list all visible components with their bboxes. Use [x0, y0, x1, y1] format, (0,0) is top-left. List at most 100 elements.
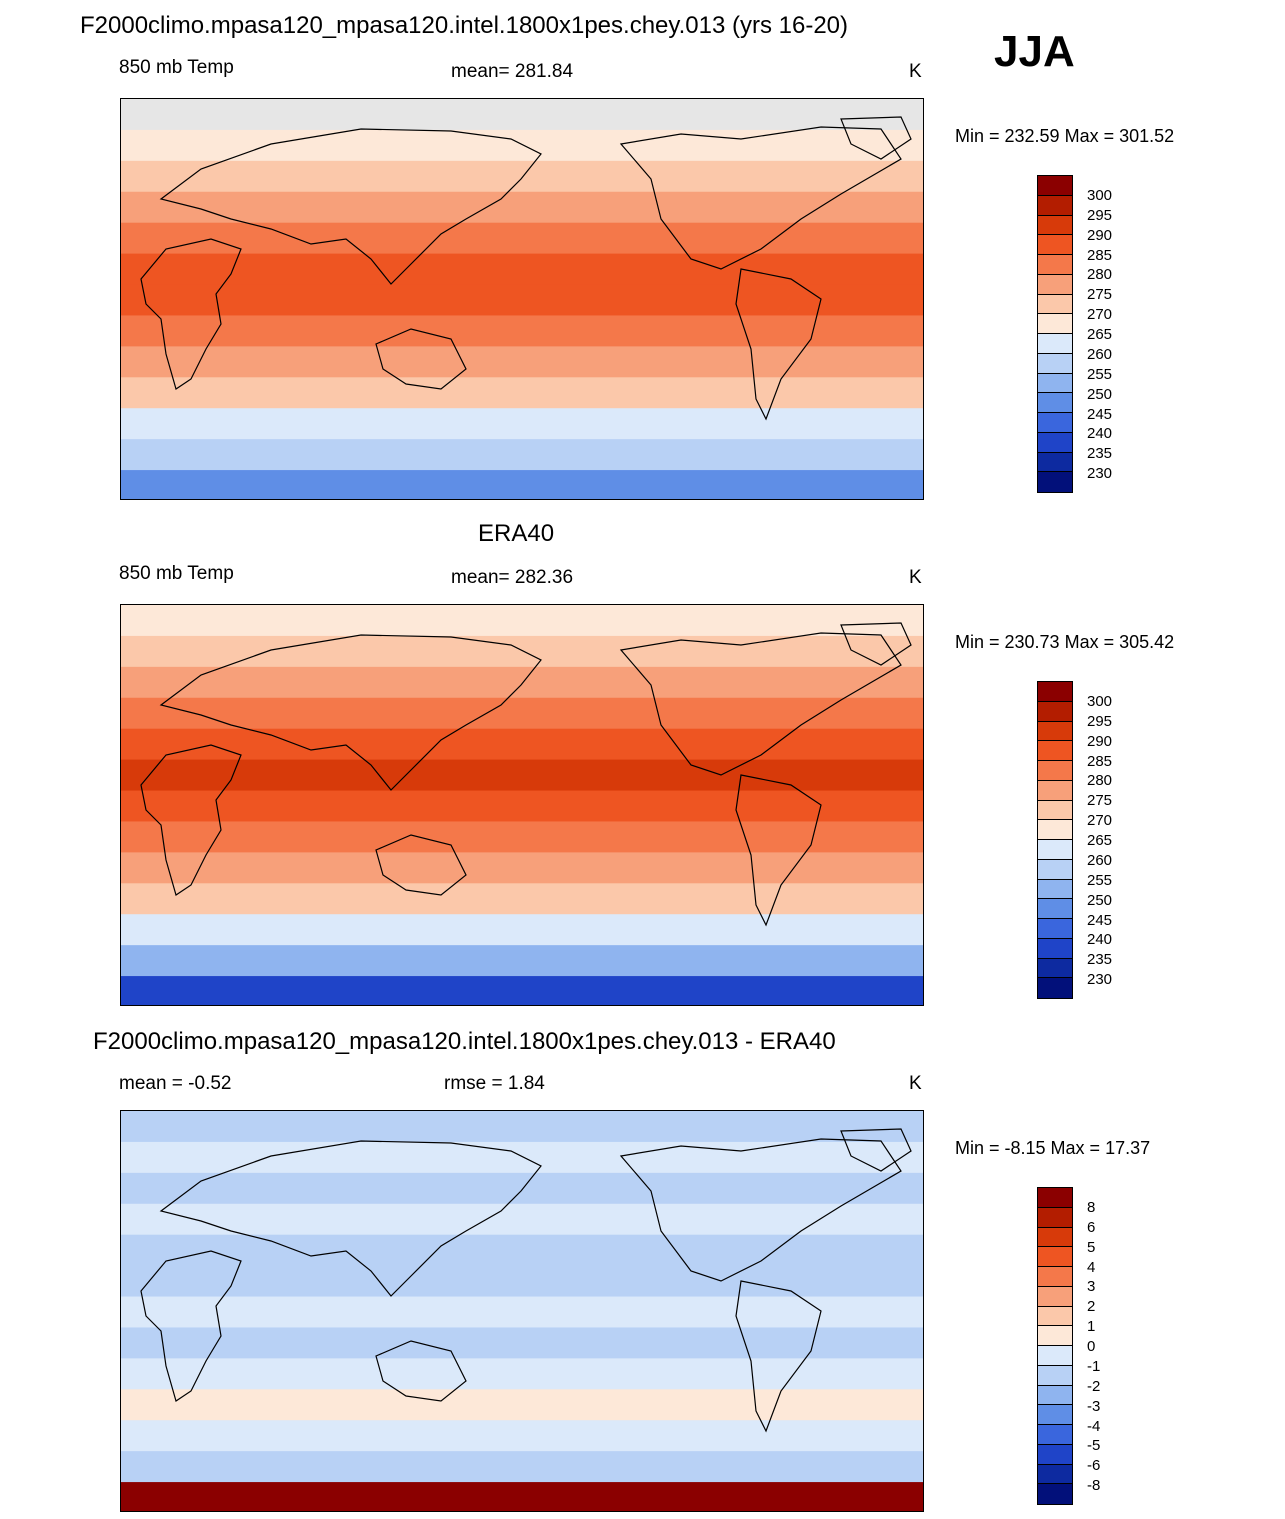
colorbar-label: 5: [1087, 1238, 1096, 1256]
map-field: [121, 99, 923, 499]
colorbar-cell: [1038, 195, 1072, 216]
panel-obs-minmax: Min = 230.73 Max = 305.42: [955, 632, 1175, 652]
field-band: [121, 852, 923, 885]
colorbar-cell: [1038, 255, 1072, 275]
panel-obs-colorbar: [1037, 681, 1073, 999]
coastline: [375, 328, 467, 390]
field-band: [121, 315, 923, 348]
field-band: [121, 914, 923, 947]
colorbar-label: 8: [1087, 1198, 1096, 1216]
coastline: [735, 774, 822, 927]
panel-diff-map: [120, 1110, 924, 1512]
coastline: [140, 744, 242, 896]
colorbar-label: 250: [1087, 385, 1113, 403]
panel-obs-units: K: [909, 567, 922, 588]
colorbar-label: 0: [1087, 1338, 1096, 1355]
colorbar-label: 275: [1087, 286, 1113, 304]
panel-model-left-label: 850 mb Temp: [119, 57, 234, 78]
colorbar-cell: [1038, 1247, 1072, 1267]
colorbar-cell: [1038, 1326, 1072, 1346]
coastline: [619, 632, 902, 776]
colorbar-cell: [1038, 859, 1072, 880]
colorbar-cell: [1038, 274, 1072, 295]
colorbar-cell: [1038, 780, 1072, 801]
field-band: [121, 284, 923, 317]
colorbar-cell: [1038, 1286, 1072, 1307]
panel-model-colorbar: [1037, 175, 1073, 493]
colorbar-label: 230: [1087, 971, 1113, 989]
colorbar-cell: [1038, 701, 1072, 722]
colorbar-label: -4: [1087, 1417, 1101, 1435]
colorbar-label: 265: [1087, 832, 1113, 849]
field-band: [121, 1451, 923, 1484]
colorbar-cell: [1038, 294, 1072, 315]
field-band: [121, 439, 923, 472]
colorbar-label: 290: [1087, 732, 1113, 750]
coastline: [840, 622, 912, 666]
field-band: [121, 1482, 923, 1511]
panel-model-map: [120, 98, 924, 500]
colorbar-label: 280: [1087, 266, 1113, 284]
colorbar-label: 255: [1087, 871, 1113, 889]
map-field: [121, 605, 923, 1005]
field-band: [121, 1327, 923, 1360]
colorbar-cell: [1038, 840, 1072, 860]
colorbar-cell: [1038, 432, 1072, 453]
field-band: [121, 1389, 923, 1422]
colorbar-label: 250: [1087, 891, 1113, 909]
coastline: [140, 1250, 242, 1402]
colorbar-label: -2: [1087, 1377, 1101, 1395]
coastline: [159, 128, 542, 285]
colorbar-cell: [1038, 761, 1072, 781]
field-band: [121, 821, 923, 854]
colorbar-label: -1: [1087, 1357, 1101, 1375]
colorbar-label: 295: [1087, 712, 1113, 730]
field-band: [121, 253, 923, 286]
colorbar-cell: [1038, 978, 1072, 998]
colorbar-cell: [1038, 1405, 1072, 1425]
panel-obs-title: ERA40: [478, 520, 555, 547]
colorbar-cell: [1038, 1306, 1072, 1327]
colorbar-label: 245: [1087, 405, 1113, 423]
colorbar-label: 285: [1087, 246, 1113, 264]
field-band: [121, 883, 923, 916]
panel-model-minmax: Min = 232.59 Max = 301.52: [955, 126, 1175, 146]
panel-diff-colorbar: [1037, 1187, 1073, 1505]
colorbar-cell: [1038, 820, 1072, 840]
colorbar-label: 265: [1087, 326, 1113, 343]
field-band: [121, 1111, 923, 1143]
colorbar-cell: [1038, 215, 1072, 236]
field-band: [121, 129, 923, 162]
coastline: [159, 634, 542, 791]
coastline: [619, 126, 902, 270]
colorbar-label: 6: [1087, 1218, 1096, 1236]
colorbar-label: 270: [1087, 812, 1113, 830]
colorbar-label: -3: [1087, 1397, 1101, 1415]
colorbar-label: 280: [1087, 772, 1113, 790]
colorbar-cell: [1038, 472, 1072, 492]
colorbar-label: -6: [1087, 1457, 1101, 1475]
panel-diff-minmax: Min = -8.15 Max = 17.37: [955, 1138, 1151, 1158]
field-band: [121, 635, 923, 668]
panel-diff-rmse-label: rmse = 1.84: [444, 1073, 545, 1094]
field-band: [121, 191, 923, 224]
season-label: JJA: [994, 27, 1075, 76]
colorbar-cell: [1038, 334, 1072, 354]
colorbar-cell: [1038, 919, 1072, 939]
colorbar-label: 1: [1087, 1318, 1096, 1336]
colorbar-cell: [1038, 1425, 1072, 1445]
field-band: [121, 346, 923, 379]
colorbar-cell: [1038, 353, 1072, 374]
field-band: [121, 790, 923, 823]
field-band: [121, 976, 923, 1005]
colorbar-label: 3: [1087, 1278, 1096, 1296]
field-band: [121, 1203, 923, 1236]
coastline: [735, 1280, 822, 1433]
panel-model-mean-label: mean= 281.84: [451, 61, 574, 82]
figure-title: F2000climo.mpasa120_mpasa120.intel.1800x…: [80, 12, 849, 39]
field-band: [121, 1420, 923, 1453]
colorbar-cell: [1038, 1484, 1072, 1504]
colorbar-cell: [1038, 741, 1072, 761]
colorbar-cell: [1038, 879, 1072, 900]
field-band: [121, 222, 923, 255]
